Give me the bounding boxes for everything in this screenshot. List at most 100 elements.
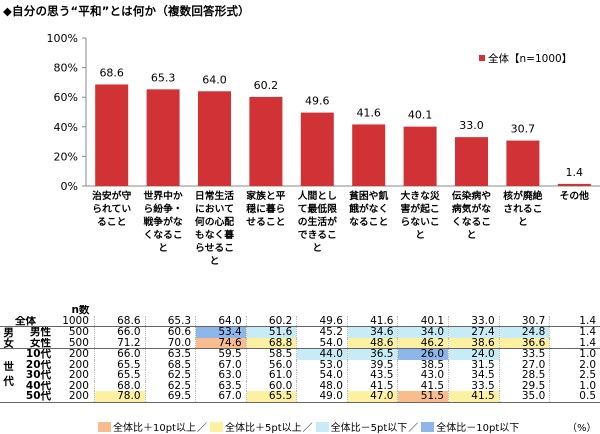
table-cell: 71.2 xyxy=(93,337,146,349)
n-value: 200 xyxy=(68,370,89,381)
n-value: 200 xyxy=(68,380,89,391)
category-label: 日常生活において何の心配もなく暮らせること xyxy=(194,191,235,267)
header-spacer xyxy=(196,305,247,316)
bar xyxy=(557,183,591,186)
y-tick-label: 40% xyxy=(54,121,78,134)
bar xyxy=(300,112,334,186)
table-cell: 60.0 xyxy=(245,380,297,391)
table-cell: 54.0 xyxy=(296,337,348,349)
y-tick-label: 80% xyxy=(54,62,78,75)
table-cell: 53.4 xyxy=(195,326,247,338)
table-cell: 31.5 xyxy=(448,359,500,370)
table-cell: 38.6 xyxy=(448,337,500,349)
table-cell: 62.5 xyxy=(144,370,196,381)
row-label: 20代 xyxy=(25,359,52,370)
legend-swatch xyxy=(315,421,329,432)
y-tick-label: 0% xyxy=(61,180,78,193)
table-cell: 43.0 xyxy=(397,370,449,381)
table-cell: 63.0 xyxy=(195,370,247,381)
table-row: 20代 200 65.5 68.5 67.0 56.0 53.0 39.5 38.5 31.5 27… xyxy=(0,359,600,370)
row-label: 40代 xyxy=(25,380,52,391)
table-row: 全体 1000 68.6 65.3 64.0 60.2 49.6 41.6 40.1 33.0 30… xyxy=(0,315,600,327)
data-label: 65.3 xyxy=(151,71,176,84)
table-cell: 1.0 xyxy=(549,348,600,360)
table-cell: 59.5 xyxy=(195,348,247,360)
legend-item-label: 全体比＋5pt以上 xyxy=(225,423,302,434)
header-spacer xyxy=(0,305,16,316)
table-cell: 34.0 xyxy=(397,326,449,338)
table-cell: 63.5 xyxy=(195,380,247,391)
table-cell: 66.0 xyxy=(93,326,146,338)
row-label: 30代 xyxy=(25,370,52,381)
header-spacer xyxy=(499,305,550,316)
table-cell: 62.5 xyxy=(144,380,196,391)
table-cell: 47.0 xyxy=(346,391,398,403)
legend-separator: ／ xyxy=(197,423,207,434)
table-cell: 33.0 xyxy=(448,315,500,327)
table-cell: 28.5 xyxy=(498,370,550,381)
table-cell: 29.5 xyxy=(498,380,550,391)
header-spacer xyxy=(449,305,500,316)
legend-item-label: 全体比－10pt以下 xyxy=(436,423,520,434)
header-spacer xyxy=(398,305,449,316)
category-label: その他 xyxy=(559,191,589,202)
legend-swatch xyxy=(98,421,111,432)
table-row: 40代 200 68.0 62.5 63.5 60.0 48.0 41.5 41.5 33.5 29… xyxy=(0,380,600,391)
table-cell: 1.0 xyxy=(549,380,600,391)
table-cell: 26.0 xyxy=(397,348,449,360)
n-value: 500 xyxy=(53,337,95,349)
table-cell: 68.8 xyxy=(245,337,297,349)
header-spacer xyxy=(246,305,297,316)
n-value: 200 xyxy=(53,391,95,403)
category-label: 家族と平穏に暮らせること xyxy=(246,191,286,228)
row-label: 全体 xyxy=(0,315,54,327)
legend-label: 全体【n=1000】 xyxy=(488,52,572,65)
table-cell: 38.5 xyxy=(397,359,449,370)
bar xyxy=(506,140,540,186)
data-label: 60.2 xyxy=(254,79,279,92)
row-label: 女性 xyxy=(15,337,54,349)
table-cell: 40.1 xyxy=(397,315,449,327)
data-label: 64.0 xyxy=(202,73,227,86)
table-cell: 2.5 xyxy=(549,370,600,381)
table-cell: 41.6 xyxy=(346,315,398,327)
data-label: 33.0 xyxy=(459,119,484,132)
bar xyxy=(455,137,488,186)
bar xyxy=(198,91,231,186)
table-cell: 44.0 xyxy=(296,348,348,360)
table-cell: 49.0 xyxy=(296,391,348,403)
table-cell: 0.5 xyxy=(549,391,600,403)
table-cell: 66.0 xyxy=(93,348,146,360)
data-label: 40.1 xyxy=(408,109,433,122)
table-cell: 48.0 xyxy=(296,380,348,391)
table-cell: 35.0 xyxy=(498,391,550,403)
header-spacer xyxy=(94,305,145,316)
table-cell: 51.5 xyxy=(397,391,449,403)
data-label: 41.6 xyxy=(356,106,381,119)
table-cell: 36.5 xyxy=(346,348,398,360)
row-label: 10代 xyxy=(25,348,52,360)
row-label: 50代 xyxy=(15,391,54,403)
group-label: 男女 xyxy=(0,326,16,349)
table-cell: 68.0 xyxy=(93,380,146,391)
table-cell: 24.8 xyxy=(498,326,550,338)
table-cell: 65.5 xyxy=(245,391,297,403)
table-cell: 33.5 xyxy=(498,348,550,360)
category-label: 大きな災害が起こらないこと xyxy=(400,191,440,241)
table-cell: 1.4 xyxy=(549,337,600,349)
table-cell: 1.4 xyxy=(549,326,600,338)
table-cell: 30.7 xyxy=(498,315,550,327)
n-value: 1000 xyxy=(53,315,95,327)
legend-item-label: 全体比＋10pt以上 xyxy=(113,423,196,434)
table-cell: 60.2 xyxy=(245,315,297,327)
table-cell: 51.6 xyxy=(245,326,297,338)
table-cell: 24.0 xyxy=(448,348,500,360)
table-cell: 33.5 xyxy=(448,380,500,391)
table-cell: 64.0 xyxy=(195,315,247,327)
table-cell: 65.3 xyxy=(144,315,196,327)
category-label: 治安が守られていること xyxy=(92,191,132,228)
table-cell: 45.2 xyxy=(296,326,348,338)
table-cell: 27.0 xyxy=(498,359,550,370)
table-cell: 39.5 xyxy=(346,359,398,370)
